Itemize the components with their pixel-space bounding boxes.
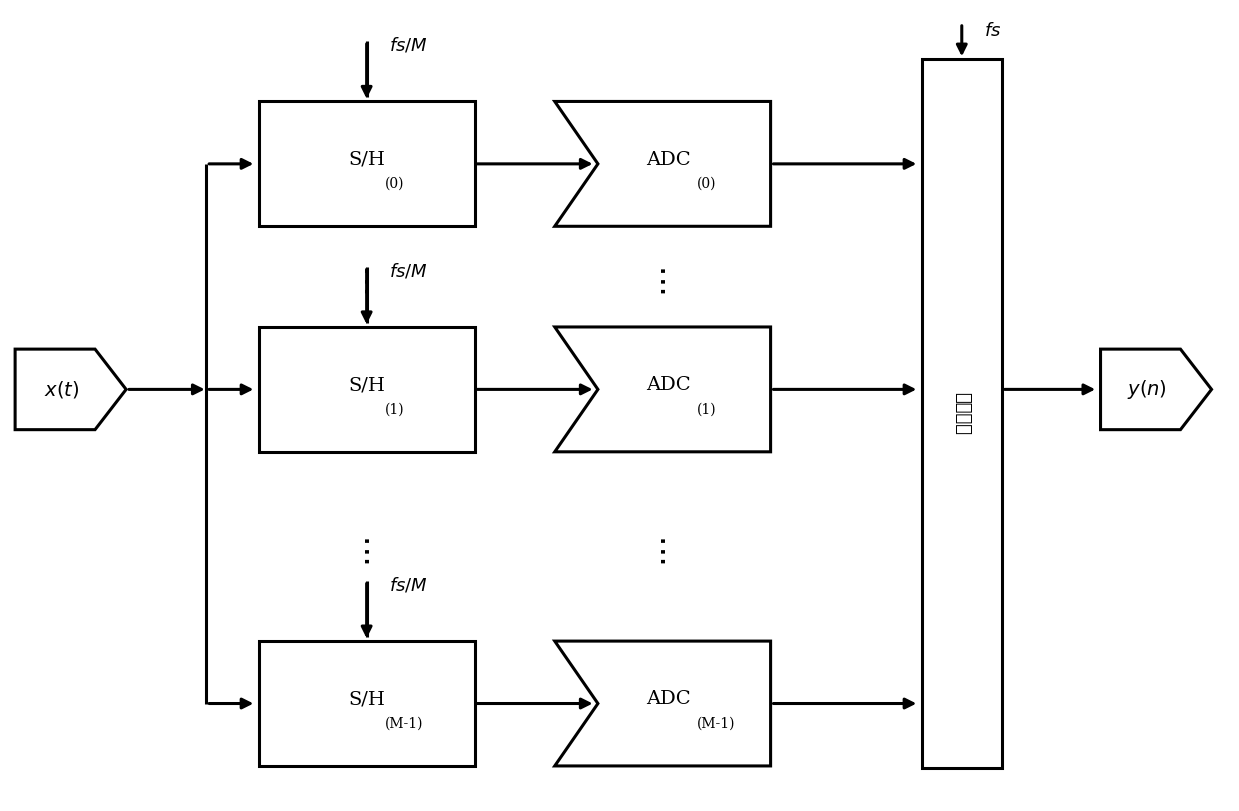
Bar: [259, 101, 475, 226]
Text: $fs/M$: $fs/M$: [389, 261, 427, 280]
Text: (0): (0): [385, 177, 405, 191]
Text: ADC: ADC: [647, 376, 691, 394]
Text: ···: ···: [647, 530, 679, 563]
Text: $y(n)$: $y(n)$: [1127, 378, 1167, 401]
Text: S/H: S/H: [348, 376, 385, 394]
Text: $x(t)$: $x(t)$: [45, 379, 79, 400]
Text: ···: ···: [647, 260, 679, 293]
Bar: [922, 59, 1002, 768]
Text: ADC: ADC: [647, 690, 691, 709]
Polygon shape: [555, 641, 771, 766]
Text: ADC: ADC: [647, 151, 691, 169]
Text: (1): (1): [385, 402, 405, 417]
Text: $fs/M$: $fs/M$: [389, 575, 427, 594]
Text: (M-1): (M-1): [698, 717, 736, 731]
Text: $fs$: $fs$: [984, 22, 1001, 40]
Polygon shape: [555, 101, 771, 226]
Bar: [259, 327, 475, 452]
Text: ···: ···: [351, 260, 383, 293]
Bar: [259, 641, 475, 766]
Text: (0): (0): [698, 177, 716, 191]
Text: (1): (1): [698, 402, 717, 417]
Text: (M-1): (M-1): [385, 717, 424, 731]
Text: S/H: S/H: [348, 151, 385, 169]
Text: S/H: S/H: [348, 690, 385, 709]
Polygon shape: [1100, 349, 1212, 430]
Polygon shape: [15, 349, 126, 430]
Text: ···: ···: [351, 530, 383, 563]
Text: 数据输出: 数据输出: [953, 392, 971, 435]
Polygon shape: [555, 327, 771, 452]
Text: $fs/M$: $fs/M$: [389, 36, 427, 54]
